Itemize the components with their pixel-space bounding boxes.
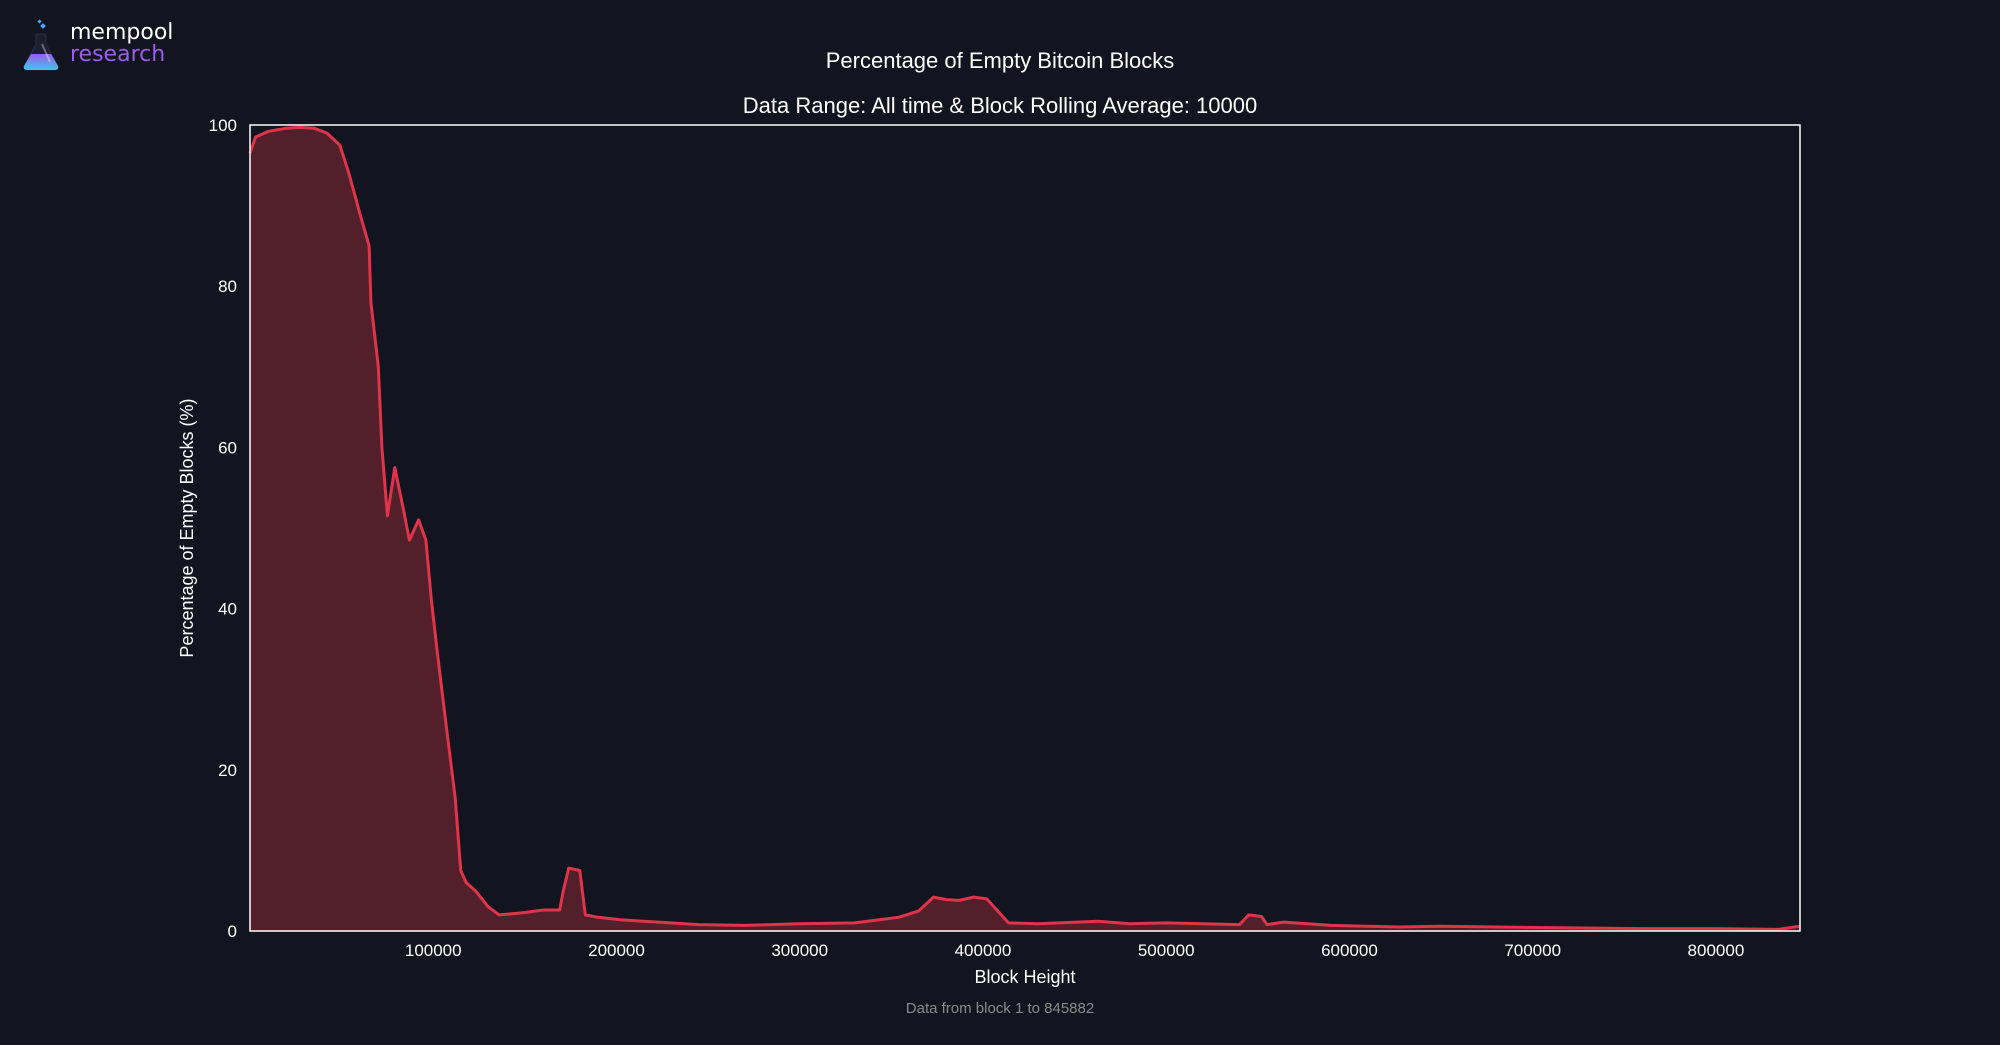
chart-title: Percentage of Empty Bitcoin Blocks: [825, 48, 1175, 73]
mempool-research-logo: mempool research: [20, 14, 173, 74]
y-axis-label: Percentage of Empty Blocks (%): [177, 398, 197, 657]
y-tick-label: 80: [218, 277, 237, 296]
area-fill: [250, 127, 1800, 931]
y-tick-label: 60: [218, 438, 237, 457]
flask-icon: [23, 19, 59, 71]
x-tick-label: 700000: [1504, 941, 1561, 960]
x-tick-label: 400000: [955, 941, 1012, 960]
x-axis-label: Block Height: [974, 967, 1075, 987]
y-tick-label: 100: [209, 116, 237, 135]
x-tick-label: 200000: [588, 941, 645, 960]
x-tick-label: 100000: [405, 941, 462, 960]
plot-frame: [249, 124, 1801, 932]
logo-mempool-text: mempool: [70, 20, 174, 45]
chart-subtitle: Data Range: All time & Block Rolling Ave…: [742, 93, 1258, 118]
x-tick-label: 500000: [1138, 941, 1195, 960]
x-tick-label: 600000: [1321, 941, 1378, 960]
y-tick-label: 40: [218, 600, 237, 619]
logo-research-text: research: [70, 42, 166, 67]
y-tick-label: 20: [218, 761, 237, 780]
data-line: [248, 125, 1801, 931]
y-tick-label: 0: [228, 922, 237, 941]
x-tick-label: 300000: [771, 941, 828, 960]
x-tick-label: 800000: [1688, 941, 1745, 960]
data-range-footnote: Data from block 1 to 845882: [905, 1000, 1095, 1017]
